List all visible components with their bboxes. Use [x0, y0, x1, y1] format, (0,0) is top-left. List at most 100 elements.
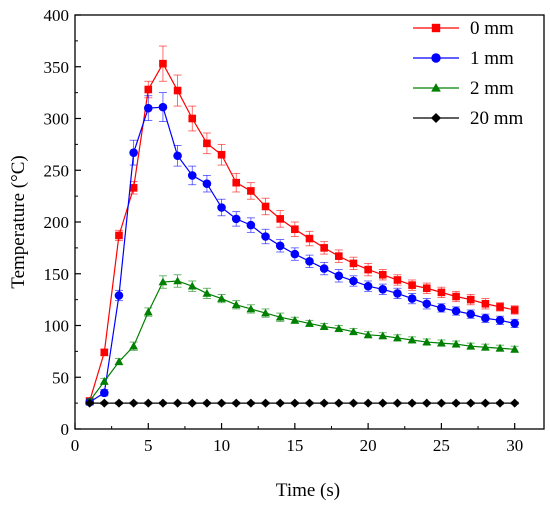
data-point: [466, 309, 476, 319]
data-point: [305, 257, 314, 266]
data-point: [480, 398, 490, 408]
data-point: [129, 341, 138, 350]
x-tick-label: 15: [286, 436, 303, 455]
data-point: [217, 294, 226, 302]
data-point: [510, 344, 520, 353]
series-20-mm: [85, 398, 520, 408]
data-point: [100, 388, 109, 398]
data-point: [349, 259, 358, 268]
data-point: [129, 398, 139, 408]
legend-item: 20 mm: [413, 108, 524, 129]
data-point: [422, 398, 432, 408]
data-point: [203, 139, 211, 148]
y-tick-label: 250: [44, 161, 70, 180]
x-tick-label: 0: [71, 436, 80, 455]
data-point: [452, 292, 460, 301]
data-point: [481, 342, 490, 351]
data-point: [363, 330, 373, 339]
data-point: [114, 398, 124, 408]
data-point: [247, 187, 255, 195]
data-point: [158, 102, 168, 112]
legend-marker: [430, 112, 442, 124]
legend-label: 2 mm: [470, 78, 514, 99]
legend-label: 0 mm: [470, 18, 514, 39]
data-point: [173, 151, 182, 161]
x-tick-label: 10: [213, 436, 230, 455]
data-point: [349, 276, 358, 286]
series-1-mm: [85, 92, 519, 407]
data-point: [393, 289, 402, 298]
data-point: [129, 148, 138, 157]
legend-item: 1 mm: [413, 48, 514, 69]
data-point: [393, 333, 402, 342]
data-point: [320, 244, 328, 252]
data-point: [143, 103, 153, 113]
data-point: [495, 316, 505, 325]
data-point: [100, 348, 109, 357]
legend-marker: [431, 53, 441, 63]
data-point: [496, 303, 504, 311]
data-point: [99, 398, 109, 408]
data-point: [202, 179, 212, 189]
series-line: [89, 62, 515, 402]
data-point: [334, 398, 344, 408]
data-point: [451, 339, 461, 348]
data-point: [378, 331, 388, 340]
y-tick-label: 400: [44, 6, 70, 25]
data-point: [143, 307, 153, 316]
data-point: [246, 304, 256, 313]
series-line: [89, 280, 515, 402]
data-point: [261, 202, 270, 211]
x-tick-label: 25: [433, 436, 450, 455]
data-point: [158, 398, 168, 408]
data-point: [466, 295, 475, 304]
data-point: [407, 294, 417, 303]
data-point: [466, 398, 476, 408]
data-point: [422, 284, 431, 293]
data-point: [334, 324, 344, 332]
data-point: [305, 319, 314, 327]
data-point: [378, 270, 387, 279]
data-point: [495, 398, 505, 408]
data-point: [99, 377, 109, 385]
y-tick-label: 200: [44, 213, 70, 232]
data-point: [217, 398, 227, 408]
data-point: [305, 234, 314, 243]
data-point: [217, 203, 226, 212]
legend-label: 20 mm: [470, 108, 524, 129]
legend-marker: [431, 23, 441, 33]
data-point: [378, 284, 388, 294]
data-point: [436, 398, 446, 408]
data-point: [437, 288, 446, 297]
data-point: [451, 306, 461, 316]
data-point: [232, 178, 241, 187]
data-point: [378, 398, 388, 408]
data-point: [173, 398, 183, 408]
data-point: [466, 341, 476, 350]
data-point: [510, 319, 519, 328]
data-point: [334, 271, 344, 281]
data-point: [304, 398, 315, 408]
data-point: [202, 398, 212, 408]
legend-label: 1 mm: [470, 48, 514, 69]
data-point: [231, 300, 241, 309]
legend-item: 2 mm: [413, 78, 514, 99]
data-point: [392, 398, 402, 408]
data-point: [187, 171, 197, 180]
data-point: [319, 322, 329, 330]
y-tick-label: 350: [44, 58, 70, 77]
data-point: [363, 281, 373, 291]
data-point: [114, 291, 124, 300]
data-point: [290, 398, 300, 408]
data-point: [275, 312, 285, 321]
data-point: [173, 276, 182, 285]
legend-marker: [431, 83, 441, 92]
data-point: [393, 276, 402, 284]
series-line: [89, 106, 515, 403]
data-point: [481, 299, 490, 308]
data-point: [408, 281, 416, 289]
data-point: [290, 315, 300, 324]
data-point: [422, 299, 432, 309]
data-point: [144, 85, 153, 94]
